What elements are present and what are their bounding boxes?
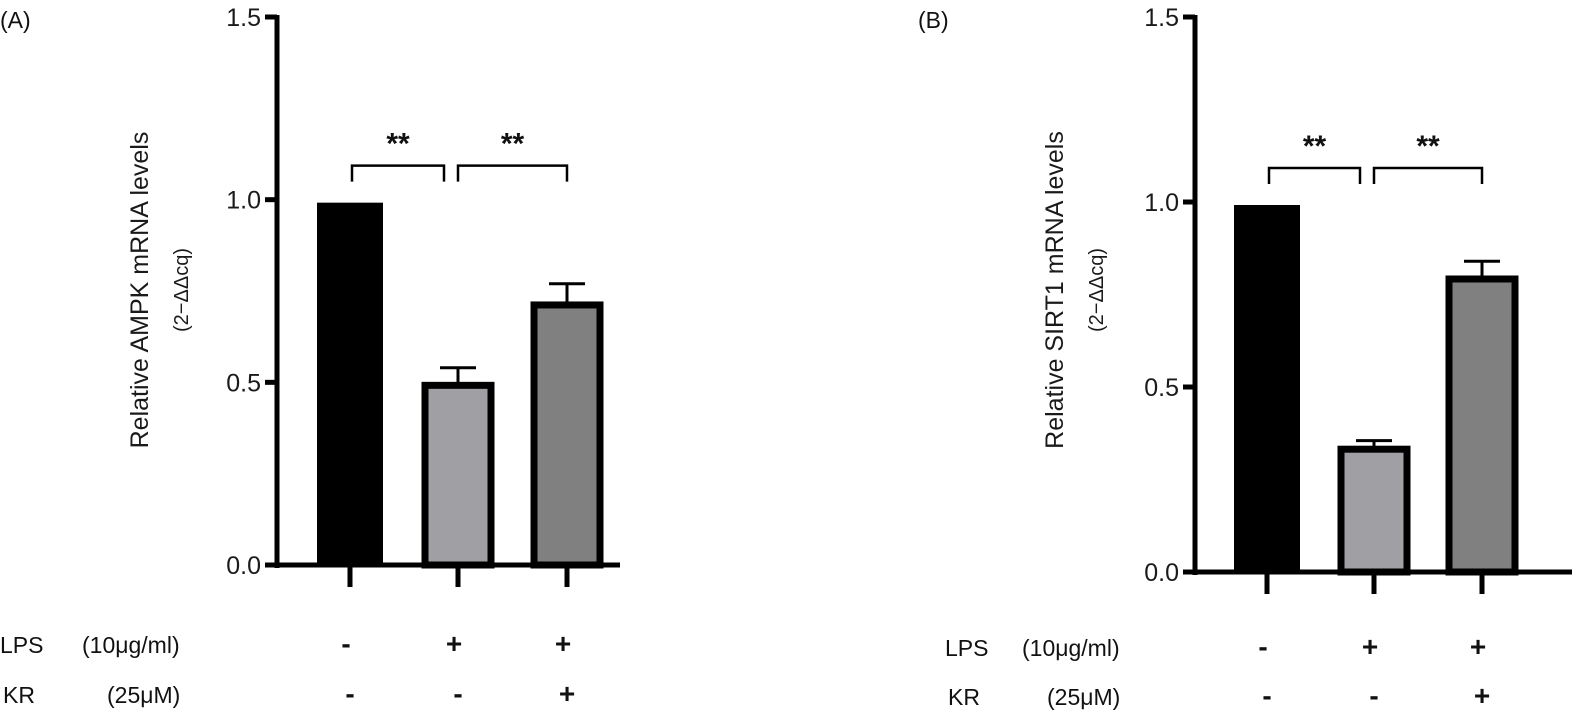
condition-label: LPS xyxy=(0,632,43,658)
y-tick-label: 1.0 xyxy=(226,187,261,215)
y-tick-label: 0.0 xyxy=(226,552,261,580)
bar xyxy=(1445,275,1519,576)
bar xyxy=(1234,205,1300,572)
condition-value: + xyxy=(559,678,575,709)
condition-value: - xyxy=(341,628,350,659)
condition-label: KR xyxy=(948,684,980,710)
condition-value: + xyxy=(1362,631,1378,662)
y-tick-label: 1.0 xyxy=(1144,189,1179,217)
y-axis-label: Relative SIRT1 mRNA levels xyxy=(1041,131,1069,449)
significance-label: ** xyxy=(501,128,525,161)
significance-label: ** xyxy=(386,128,410,161)
y-tick-label: 1.5 xyxy=(1144,4,1179,32)
condition-value: - xyxy=(1262,680,1271,711)
bar xyxy=(421,381,495,569)
bar xyxy=(317,202,383,565)
significance-bracket xyxy=(456,164,569,182)
y-tick-label: 1.5 xyxy=(226,4,261,32)
condition-dose: (10μg/ml) xyxy=(82,632,180,658)
condition-dose: (10μg/ml) xyxy=(1022,635,1120,661)
panel-b: (B) 0.0 0.5 1.0 1.5 Relative SIRT1 mRNA level… xyxy=(918,4,1572,711)
y-tick-label: 0.5 xyxy=(1144,374,1179,402)
bar xyxy=(530,301,604,569)
panel-label: (A) xyxy=(0,7,31,33)
condition-value: + xyxy=(1474,680,1490,711)
condition-dose: (25μM) xyxy=(1047,684,1120,710)
condition-value: + xyxy=(1470,631,1486,662)
y-tick-label: 0.0 xyxy=(1144,559,1179,587)
significance-label: ** xyxy=(1303,130,1327,163)
condition-value: - xyxy=(453,678,462,709)
condition-label: LPS xyxy=(945,635,988,661)
panel-a: (A) 0.0 0.5 1.0 1.5 Relative AMPK mRNA levels… xyxy=(0,4,620,709)
condition-value: - xyxy=(345,678,354,709)
y-tick-label: 0.5 xyxy=(226,369,261,397)
significance-bracket xyxy=(1267,166,1362,184)
y-axis-unit: (2−ΔΔcq) xyxy=(171,248,193,332)
condition-value: + xyxy=(446,628,462,659)
bar xyxy=(1337,445,1411,576)
y-axis-unit: (2−ΔΔcq) xyxy=(1086,248,1108,332)
condition-value: - xyxy=(1369,680,1378,711)
significance-bracket xyxy=(350,164,446,182)
condition-label: KR xyxy=(3,682,35,708)
panel-label: (B) xyxy=(918,7,949,33)
condition-dose: (25μM) xyxy=(107,682,180,708)
significance-bracket xyxy=(1372,166,1484,184)
significance-label: ** xyxy=(1416,130,1440,163)
condition-value: - xyxy=(1258,631,1267,662)
condition-value: + xyxy=(555,628,571,659)
y-axis-label: Relative AMPK mRNA levels xyxy=(126,132,154,449)
